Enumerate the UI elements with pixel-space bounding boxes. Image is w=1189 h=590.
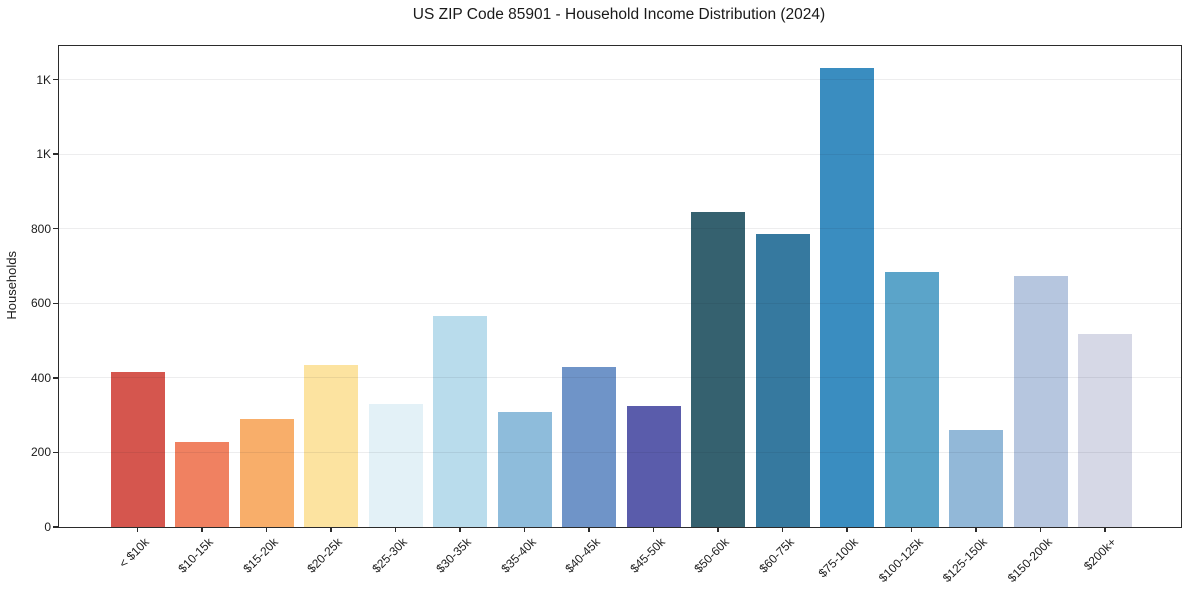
gridline <box>59 302 1181 304</box>
bar <box>433 316 488 527</box>
gridline <box>59 228 1181 230</box>
x-tick-mark <box>846 527 848 532</box>
gridline <box>59 79 1181 81</box>
bar <box>949 430 1004 527</box>
y-tick-label: 600 <box>30 296 51 311</box>
gridline <box>59 451 1181 453</box>
x-tick-mark <box>265 527 268 532</box>
x-tick-mark <box>975 527 977 532</box>
y-tick-label: 800 <box>30 221 51 236</box>
y-tick-mark <box>53 377 58 379</box>
bar <box>562 367 617 527</box>
bar <box>691 211 746 527</box>
y-tick-mark <box>53 78 58 81</box>
y-tick-mark <box>53 451 58 454</box>
y-tick-label: 1K <box>36 147 51 162</box>
y-tick-mark <box>53 526 58 528</box>
bar <box>1013 275 1068 527</box>
bar <box>175 442 230 527</box>
x-tick-mark <box>717 527 719 532</box>
plot-area: 0 200 400 600 800 1K 1K < $10k $10-15k $15-20k $20… <box>31 45 1182 585</box>
bar <box>755 234 810 527</box>
x-tick-mark <box>201 527 203 532</box>
x-tick-mark <box>136 527 139 532</box>
bar <box>820 68 875 527</box>
x-tick-mark <box>588 527 590 532</box>
x-tick-mark <box>523 527 526 532</box>
chart-title: US ZIP Code 85901 - Household Income Dis… <box>412 6 826 23</box>
bar <box>884 272 939 527</box>
bar <box>239 418 294 527</box>
y-tick-mark <box>53 153 58 155</box>
gridline <box>59 377 1181 379</box>
bar <box>497 412 552 527</box>
x-tick-mark <box>1104 527 1106 532</box>
bar <box>1078 334 1133 527</box>
y-tick-label: 200 <box>30 445 51 460</box>
bar <box>110 371 165 527</box>
bar <box>626 405 681 527</box>
y-tick-mark <box>53 302 58 305</box>
y-tick-label: 400 <box>30 370 51 385</box>
x-tick-mark <box>459 527 461 532</box>
x-tick-mark <box>781 527 784 532</box>
y-tick-label: 1K <box>36 72 51 87</box>
bar <box>368 403 423 527</box>
x-tick-mark <box>652 527 655 532</box>
y-tick-label: 0 <box>44 520 51 534</box>
bar <box>304 365 359 527</box>
x-tick-label: < $10k <box>115 535 152 571</box>
x-tick-mark <box>910 527 913 532</box>
x-tick-mark <box>330 527 332 532</box>
x-tick-mark <box>394 527 397 532</box>
y-tick-mark <box>53 227 58 230</box>
x-tick-mark <box>1039 527 1042 532</box>
gridline <box>59 153 1181 155</box>
